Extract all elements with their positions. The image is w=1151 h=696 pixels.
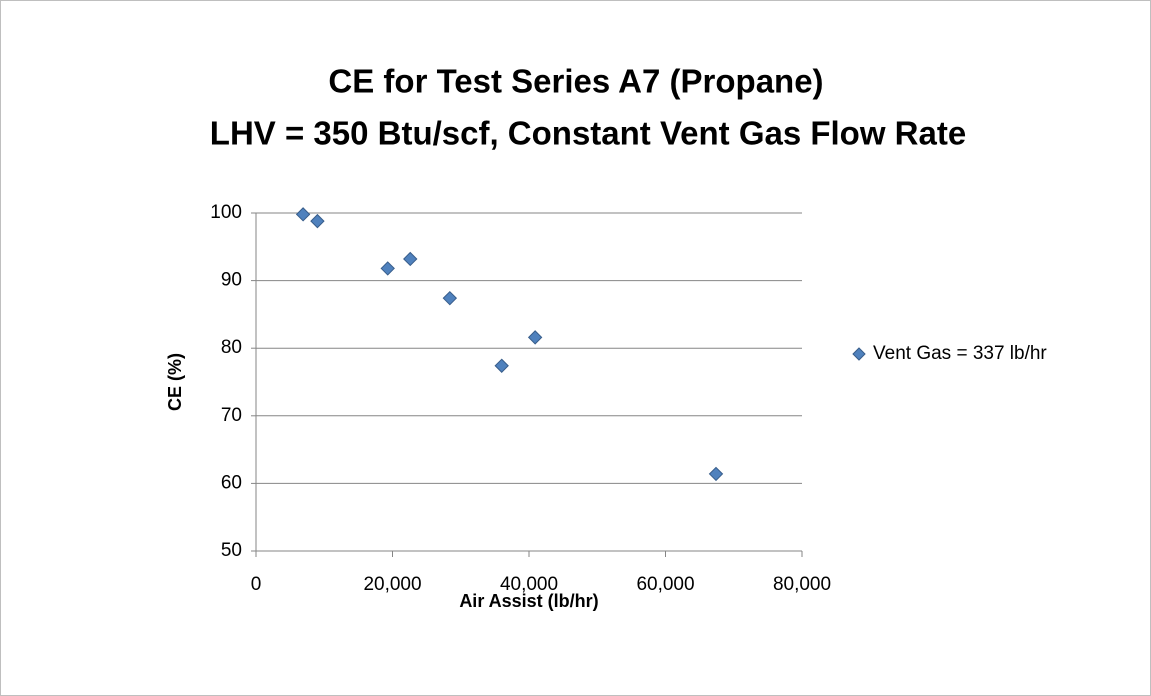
y-tick-label: 100 — [210, 202, 242, 223]
x-tick-label: 60,000 — [636, 574, 694, 595]
x-tick-label: 0 — [251, 574, 262, 595]
y-tick-label: 50 — [221, 540, 242, 561]
point — [403, 251, 418, 267]
chart-title: LHV = 350 Btu/scf, Constant Vent Gas Flo… — [210, 115, 966, 152]
y-tick-label: 60 — [221, 472, 242, 493]
x-tick-label: 20,000 — [363, 574, 421, 595]
legend-marker — [852, 347, 866, 361]
y-axis-label: CE (%) — [165, 353, 185, 411]
legend-label: Vent Gas = 337 lb/hr — [873, 343, 1047, 364]
point — [527, 330, 543, 345]
x-tick-label: 80,000 — [773, 574, 831, 595]
point — [310, 213, 325, 229]
y-tick-label: 80 — [221, 337, 242, 358]
x-tick-label: 40,000 — [500, 574, 558, 595]
point — [494, 358, 509, 373]
point — [295, 207, 311, 222]
chart-title: CE for Test Series A7 (Propane) — [328, 63, 823, 100]
y-tick-label: 70 — [221, 405, 242, 426]
point — [442, 290, 458, 306]
point — [380, 261, 395, 276]
y-tick-label: 90 — [221, 270, 242, 291]
point — [708, 466, 724, 482]
x-axis-label: Air Assist (lb/hr) — [459, 591, 598, 611]
